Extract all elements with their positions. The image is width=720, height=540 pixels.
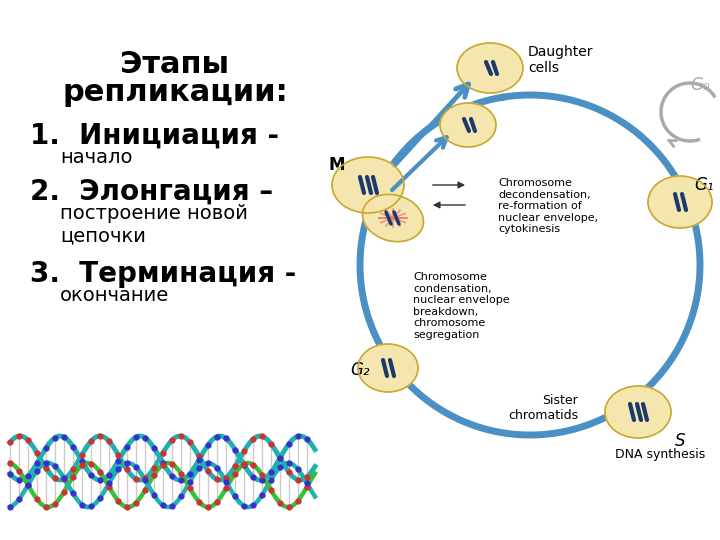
Ellipse shape bbox=[358, 344, 418, 392]
Text: G₁: G₁ bbox=[695, 176, 714, 194]
Text: Sister
chromatids: Sister chromatids bbox=[508, 394, 578, 422]
Text: репликации:: репликации: bbox=[62, 78, 288, 107]
Text: G₀: G₀ bbox=[690, 76, 710, 94]
Text: начало: начало bbox=[60, 148, 132, 167]
Ellipse shape bbox=[362, 194, 423, 241]
Text: Chromosome
decondensation,
re-formation of
nuclear envelope,
cytokinesis: Chromosome decondensation, re-formation … bbox=[498, 178, 598, 234]
Text: окончание: окончание bbox=[60, 286, 169, 305]
Ellipse shape bbox=[648, 176, 712, 228]
Ellipse shape bbox=[332, 157, 404, 213]
Text: построение новой
цепочки: построение новой цепочки bbox=[60, 204, 248, 245]
Text: S: S bbox=[675, 432, 685, 450]
Text: Этапы: Этапы bbox=[120, 50, 230, 79]
Text: Chromosome
condensation,
nuclear envelope
breakdown,
chromosome
segregation: Chromosome condensation, nuclear envelop… bbox=[413, 272, 510, 340]
Text: 2.  Элонгация –: 2. Элонгация – bbox=[30, 178, 273, 206]
Text: 3.  Терминация -: 3. Терминация - bbox=[30, 260, 296, 288]
Text: Daughter
cells: Daughter cells bbox=[528, 45, 593, 75]
Text: 1.  Инициация -: 1. Инициация - bbox=[30, 122, 279, 150]
Text: G₂: G₂ bbox=[351, 361, 370, 379]
Text: DNA synthesis: DNA synthesis bbox=[615, 448, 705, 461]
Text: M: M bbox=[328, 156, 345, 174]
Ellipse shape bbox=[605, 386, 671, 438]
Ellipse shape bbox=[457, 43, 523, 93]
Ellipse shape bbox=[440, 103, 496, 147]
